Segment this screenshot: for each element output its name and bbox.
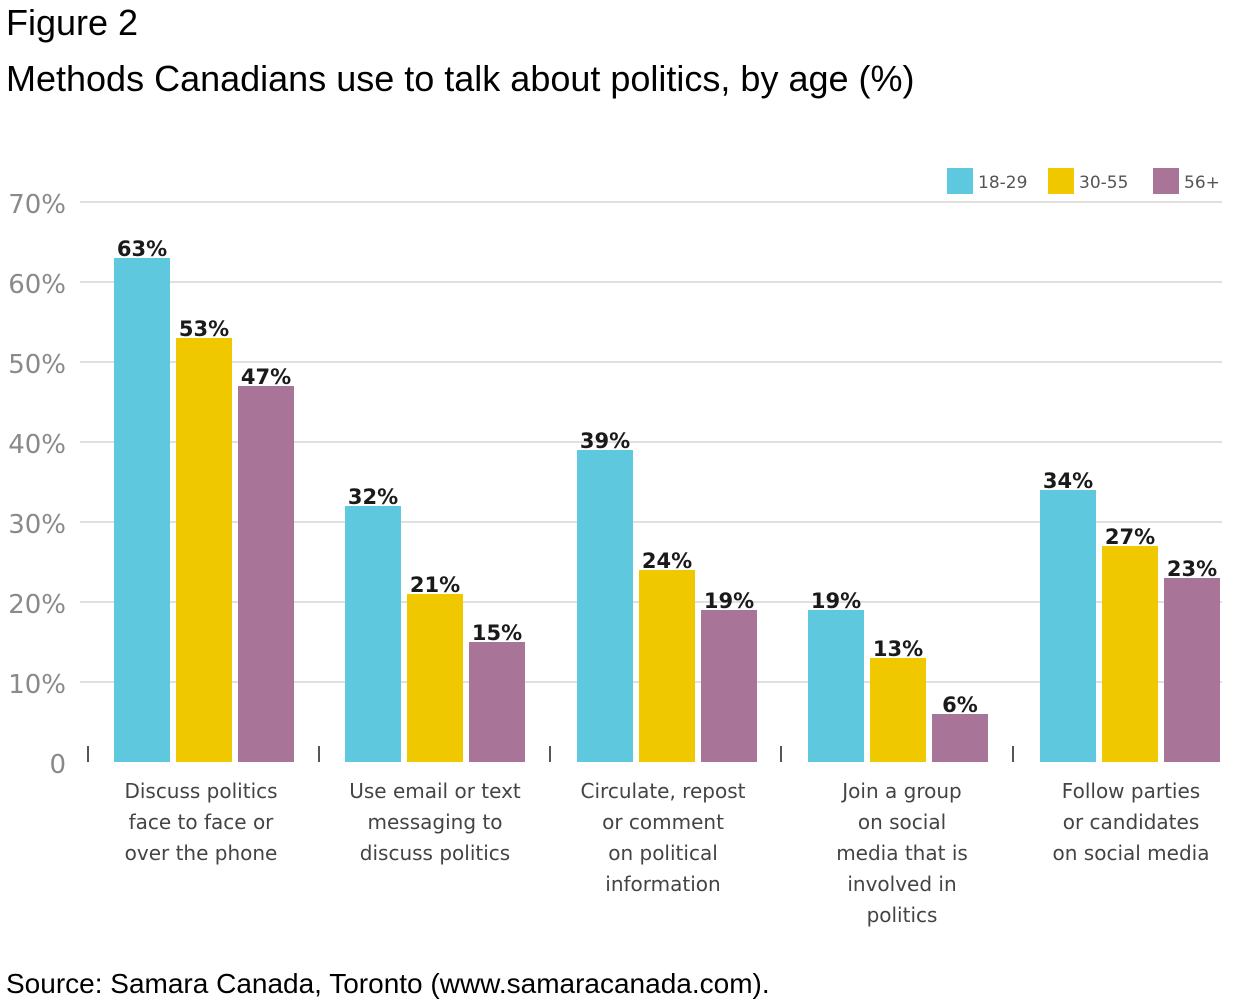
bar-chart: 0 10% 20% 30% 40% 50% 60% 70% 63% 32% 39% 19% 34% 53%… [8, 168, 1222, 780]
figure-label: Figure 2 [6, 2, 139, 43]
bar [345, 506, 401, 762]
y-tick-label: 10% [8, 670, 66, 700]
y-tick-label: 30% [8, 510, 66, 540]
data-label: 47% [241, 365, 291, 389]
x-category-label-line: media that is [836, 841, 968, 865]
x-category-label: Use email or text messaging to discuss pol… [325, 776, 545, 869]
data-label: 23% [1167, 557, 1217, 581]
data-label: 24% [642, 549, 692, 573]
bar [577, 450, 633, 762]
data-label: 63% [117, 237, 167, 261]
bar [1164, 578, 1220, 762]
x-category-label-line: over the phone [124, 841, 278, 865]
x-category-label-line: on social media [1052, 841, 1210, 865]
x-category-label-line: face to face or [128, 810, 274, 834]
x-category-label-line: involved in [847, 872, 957, 896]
x-category-label-line: messaging to [367, 810, 503, 834]
x-category-label: Follow parties or candidates on social med… [1021, 776, 1241, 869]
bar [870, 658, 926, 762]
data-label: 53% [179, 317, 229, 341]
data-label: 32% [348, 485, 398, 509]
y-tick-label: 70% [8, 190, 66, 220]
x-category-label: Discuss politics face to face or over the … [91, 776, 311, 869]
bar [407, 594, 463, 762]
data-label: 27% [1105, 525, 1155, 549]
y-tick-label: 0 [49, 750, 66, 780]
data-label: 13% [873, 637, 923, 661]
legend-swatch [1048, 168, 1074, 194]
data-label: 19% [811, 589, 861, 613]
bar [238, 386, 294, 762]
bar [639, 570, 695, 762]
x-category-label-line: Discuss politics [124, 779, 278, 803]
data-label: 39% [580, 429, 630, 453]
x-category-label-line: Circulate, repost [580, 779, 746, 803]
bar [808, 610, 864, 762]
figure-title: Methods Canadians use to talk about poli… [6, 58, 915, 99]
bar [176, 338, 232, 762]
data-label: 34% [1043, 469, 1093, 493]
x-category-label-line: on social [857, 810, 947, 834]
x-category-label-line: Join a group [842, 779, 962, 803]
bar [1102, 546, 1158, 762]
source-note: Source: Samara Canada, Toronto (www.sama… [6, 968, 770, 999]
x-category-label-line: or candidates [1062, 810, 1200, 834]
data-label: 15% [472, 621, 522, 645]
legend-label: 56+ [1184, 173, 1220, 193]
bar [701, 610, 757, 762]
bar [1040, 490, 1096, 762]
x-category-label: Join a group on social media that is involv… [792, 776, 1012, 931]
bar [114, 258, 170, 762]
x-category-label-line: on political [608, 841, 718, 865]
x-category-label-line: Use email or text [349, 779, 521, 803]
x-category-label: Circulate, repost or comment on political i… [553, 776, 773, 900]
data-label: 6% [942, 693, 978, 717]
bar [469, 642, 525, 762]
data-label: 21% [410, 573, 460, 597]
y-tick-label: 50% [8, 350, 66, 380]
y-tick-label: 20% [8, 590, 66, 620]
y-tick-label: 40% [8, 430, 66, 460]
x-category-label-line: information [605, 872, 721, 896]
x-category-label-line: Follow parties [1061, 779, 1201, 803]
x-category-label-line: politics [866, 903, 938, 927]
legend-label: 18-29 [978, 173, 1027, 193]
legend-swatch [947, 168, 973, 194]
legend-label: 30-55 [1079, 173, 1128, 193]
x-category-label-line: or comment [602, 810, 724, 834]
bar [932, 714, 988, 762]
y-tick-label: 60% [8, 270, 66, 300]
x-category-label-line: discuss politics [359, 841, 511, 865]
data-label: 19% [704, 589, 754, 613]
legend-swatch [1153, 168, 1179, 194]
